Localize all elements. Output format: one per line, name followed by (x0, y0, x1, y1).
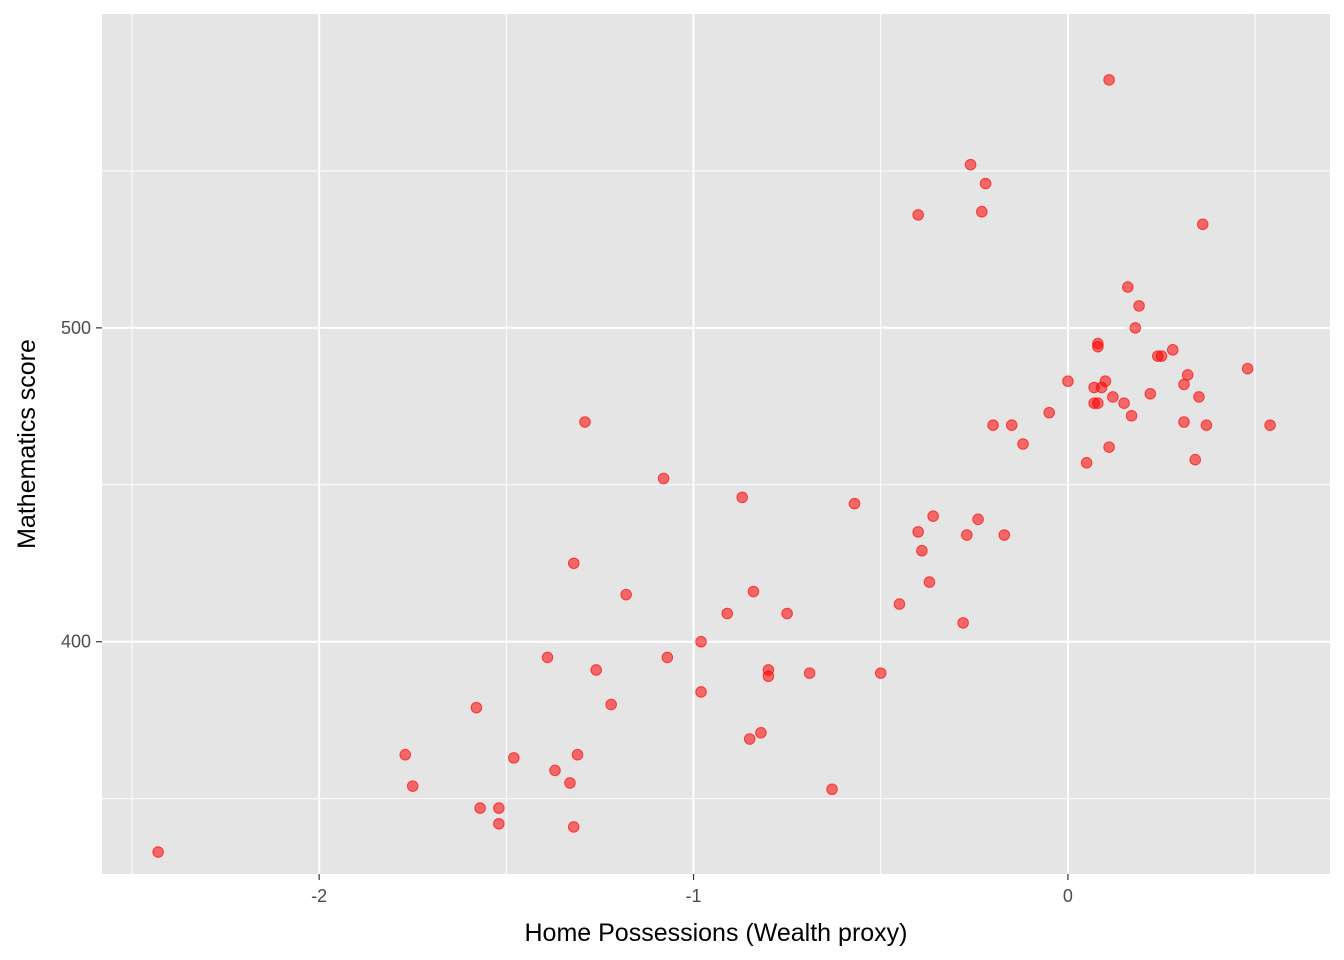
data-point (657, 472, 670, 485)
data-point (1129, 322, 1142, 334)
data-point (1155, 350, 1168, 362)
y-tick-label: 500 (61, 318, 91, 338)
data-point (590, 664, 602, 676)
data-point (1080, 457, 1093, 469)
data-point (493, 817, 505, 830)
data-point (567, 821, 580, 833)
data-point (470, 701, 483, 714)
data-point (1144, 387, 1157, 400)
data-point (579, 416, 591, 428)
data-point (762, 664, 775, 676)
data-point (721, 607, 734, 620)
data-point (1122, 281, 1134, 293)
data-point (826, 783, 838, 796)
data-point (564, 777, 576, 789)
data-point (998, 529, 1011, 541)
data-point (493, 802, 505, 814)
data-point (747, 585, 760, 598)
data-point (549, 764, 561, 777)
data-point (1241, 362, 1254, 375)
data-point (743, 733, 756, 745)
data-point (893, 598, 906, 610)
data-point (923, 576, 936, 588)
data-point (916, 544, 928, 557)
x-tick-label: 0 (1063, 886, 1073, 906)
x-axis-title: Home Possessions (Wealth proxy) (524, 919, 907, 947)
data-point (1193, 391, 1205, 403)
data-point (1181, 369, 1194, 381)
data-point (1062, 375, 1074, 388)
y-axis-title: Mathematics score (13, 339, 41, 549)
data-point (874, 667, 887, 679)
data-point (976, 205, 988, 218)
data-point (406, 780, 419, 792)
data-point (1196, 218, 1209, 231)
data-point (1043, 406, 1056, 419)
data-point (661, 651, 674, 664)
data-point (961, 529, 973, 541)
data-point (912, 526, 924, 538)
data-point (1166, 344, 1179, 356)
data-point (1133, 300, 1145, 312)
data-point (620, 588, 632, 601)
major-gridlines (102, 14, 1330, 874)
data-point (1200, 419, 1213, 431)
data-point (1017, 438, 1029, 450)
data-point (508, 752, 520, 764)
data-point (1118, 397, 1130, 409)
data-point (1178, 416, 1190, 428)
data-points (152, 74, 1276, 858)
plot-panel (102, 14, 1330, 874)
data-point (927, 510, 939, 522)
data-point (912, 209, 924, 221)
data-point (541, 651, 554, 664)
data-point (736, 491, 749, 504)
data-point (1092, 340, 1104, 353)
data-point (1125, 409, 1138, 422)
data-point (1099, 375, 1112, 388)
data-point (605, 698, 617, 711)
data-point (474, 802, 486, 814)
data-point (1103, 441, 1115, 453)
data-point (567, 557, 580, 570)
data-point (695, 686, 707, 698)
data-point (979, 177, 992, 190)
data-point (781, 607, 793, 620)
data-point (848, 497, 861, 510)
data-point (1107, 391, 1119, 403)
data-point (571, 748, 584, 761)
x-axis: -2 -1 0 (311, 874, 1073, 906)
x-tick-label: -1 (686, 886, 702, 906)
y-axis: 400 500 (61, 318, 102, 652)
data-point (755, 726, 767, 739)
data-point (1264, 419, 1276, 431)
data-point (695, 635, 707, 648)
data-point (803, 667, 816, 679)
data-point (399, 748, 412, 761)
y-tick-label: 400 (61, 632, 91, 652)
data-point (152, 846, 164, 858)
minor-gridlines (102, 14, 1330, 874)
data-point (957, 617, 969, 629)
data-point (987, 419, 999, 431)
data-point (1103, 74, 1115, 86)
data-point (964, 158, 977, 171)
data-point (972, 513, 984, 526)
x-tick-label: -2 (311, 886, 327, 906)
data-point (1092, 397, 1104, 409)
data-point (1005, 419, 1018, 431)
data-point (1189, 453, 1202, 466)
